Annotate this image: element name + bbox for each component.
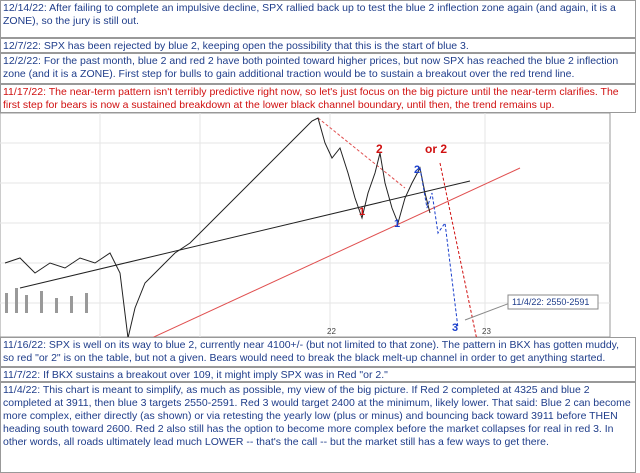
wave-label: 1 [394,218,400,230]
wave-label: 2 [414,164,420,176]
wave-label: 2 [376,142,383,156]
note: 12/14/22: After failing to complete an i… [0,0,636,38]
note: 12/7/22: SPX has been rejected by blue 2… [0,38,636,53]
year-label: 22 [327,327,336,336]
note: 12/2/22: For the past month, blue 2 and … [0,53,636,84]
target-box [507,294,599,310]
note: 11/7/22: If BKX sustains a breakout over… [0,367,636,382]
price [4,117,431,337]
note: 11/4/22: This chart is meant to simplify… [0,382,636,473]
black-channel [19,180,471,289]
note: 11/17/22: The near-term pattern isn't te… [0,84,636,113]
note: 11/16/22: SPX is well on its way to blue… [0,337,636,367]
year-label: 23 [482,327,491,336]
red-projection [439,162,477,337]
wave-label: or 2 [425,142,447,156]
wave-label: 1 [359,206,365,218]
red-trend-line [152,167,521,337]
volume [5,288,88,313]
grid [0,113,610,337]
red-resistance [317,117,406,189]
wave-label: 3 [452,322,458,334]
target-label: 11/4/22: 2550-2591 [512,297,589,307]
price-chart: 11/4/22: 2550-2591 2 or 2 1 1 2 3 3 22 2… [0,113,611,337]
target-pointer [464,302,511,321]
blue-projection [419,167,459,329]
